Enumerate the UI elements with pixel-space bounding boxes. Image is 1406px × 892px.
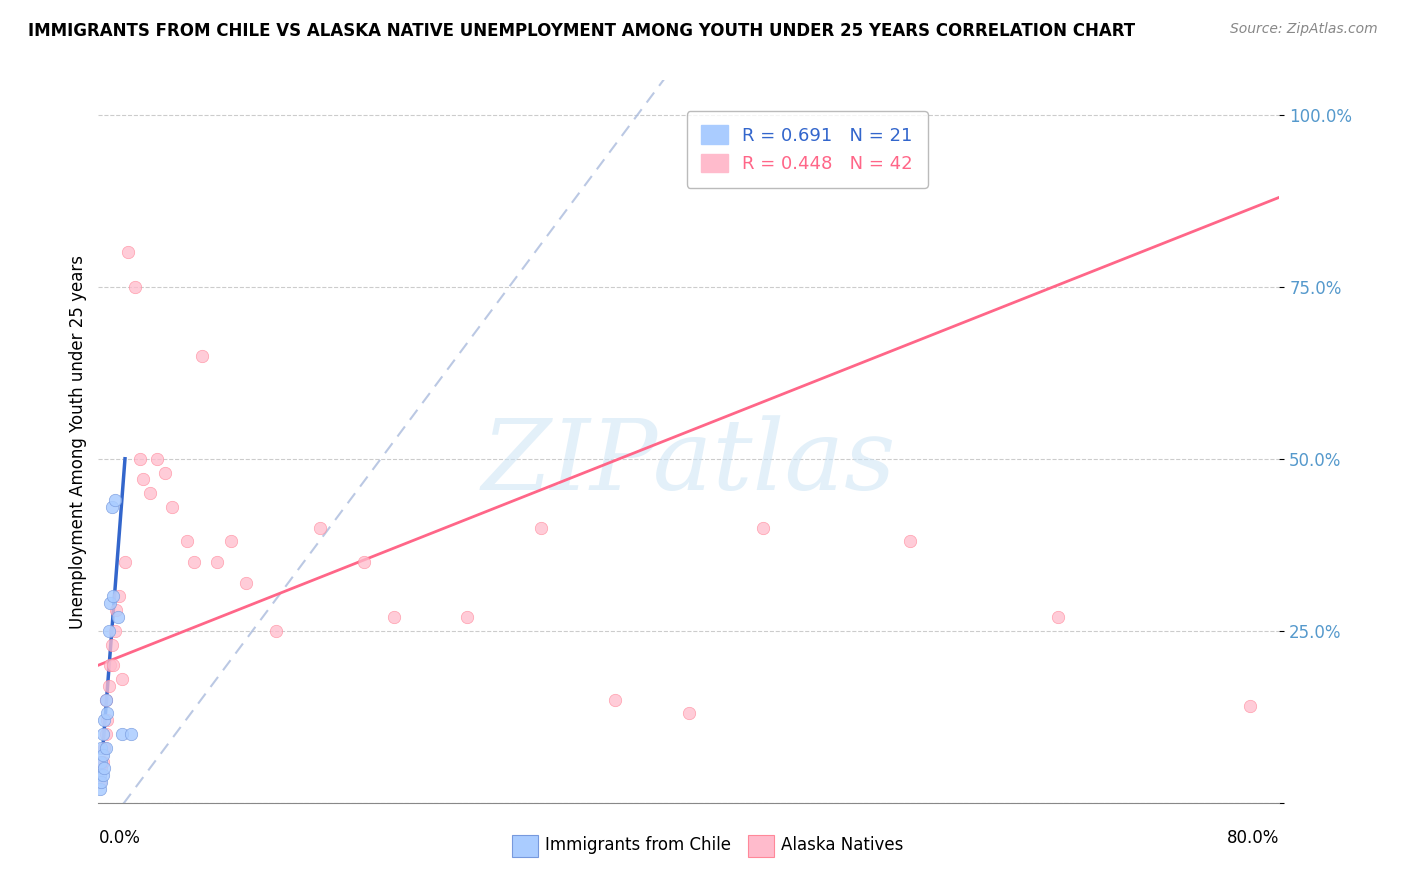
- Point: [309, 520, 332, 534]
- Point: [96, 713, 118, 727]
- Point: [1046, 610, 1070, 624]
- Text: 80.0%: 80.0%: [1227, 829, 1279, 847]
- Point: [530, 520, 553, 534]
- Point: [91, 727, 114, 741]
- Point: [139, 486, 162, 500]
- Point: [103, 658, 125, 673]
- Point: [235, 575, 257, 590]
- Point: [94, 740, 117, 755]
- Point: [90, 775, 112, 789]
- Point: [97, 679, 120, 693]
- Y-axis label: Unemployment Among Youth under 25 years: Unemployment Among Youth under 25 years: [69, 254, 87, 629]
- Point: [91, 755, 114, 769]
- Point: [107, 610, 129, 624]
- Point: [90, 755, 112, 769]
- Point: [114, 555, 136, 569]
- Point: [146, 451, 169, 466]
- Point: [124, 279, 146, 293]
- Point: [96, 706, 118, 721]
- Legend: R = 0.691   N = 21, R = 0.448   N = 42: R = 0.691 N = 21, R = 0.448 N = 42: [686, 111, 928, 187]
- Point: [105, 603, 128, 617]
- Text: Source: ZipAtlas.com: Source: ZipAtlas.com: [1230, 22, 1378, 37]
- Point: [100, 500, 122, 514]
- Point: [117, 245, 139, 260]
- Point: [98, 596, 121, 610]
- Point: [111, 727, 134, 741]
- Point: [605, 692, 627, 706]
- Point: [132, 472, 155, 486]
- Point: [93, 713, 115, 727]
- Text: IMMIGRANTS FROM CHILE VS ALASKA NATIVE UNEMPLOYMENT AMONG YOUTH UNDER 25 YEARS C: IMMIGRANTS FROM CHILE VS ALASKA NATIVE U…: [28, 22, 1135, 40]
- Point: [128, 451, 150, 466]
- Point: [205, 555, 228, 569]
- Text: Immigrants from Chile: Immigrants from Chile: [546, 836, 731, 854]
- Point: [94, 727, 117, 741]
- Point: [93, 761, 115, 775]
- Point: [1239, 699, 1261, 714]
- Point: [111, 672, 134, 686]
- Point: [94, 692, 117, 706]
- Point: [120, 727, 142, 741]
- FancyBboxPatch shape: [748, 835, 773, 857]
- Point: [221, 534, 243, 549]
- Point: [153, 466, 176, 480]
- Text: 0.0%: 0.0%: [98, 829, 141, 847]
- Point: [183, 555, 205, 569]
- Text: Alaska Natives: Alaska Natives: [782, 836, 904, 854]
- Point: [91, 768, 114, 782]
- Point: [94, 692, 117, 706]
- Point: [98, 658, 121, 673]
- Point: [100, 638, 122, 652]
- Point: [162, 500, 183, 514]
- Point: [103, 590, 125, 604]
- Point: [176, 534, 198, 549]
- Point: [678, 706, 700, 721]
- Point: [90, 761, 112, 775]
- Point: [191, 349, 214, 363]
- Point: [353, 555, 375, 569]
- Point: [900, 534, 922, 549]
- FancyBboxPatch shape: [512, 835, 537, 857]
- Point: [104, 493, 127, 508]
- Point: [91, 747, 114, 762]
- Point: [93, 740, 115, 755]
- Point: [752, 520, 775, 534]
- Point: [89, 775, 111, 789]
- Point: [108, 590, 131, 604]
- Point: [104, 624, 127, 638]
- Point: [89, 782, 111, 797]
- Point: [89, 768, 111, 782]
- Point: [264, 624, 287, 638]
- Point: [382, 610, 405, 624]
- Point: [90, 740, 112, 755]
- Text: ZIPatlas: ZIPatlas: [482, 416, 896, 511]
- Point: [97, 624, 120, 638]
- Point: [457, 610, 479, 624]
